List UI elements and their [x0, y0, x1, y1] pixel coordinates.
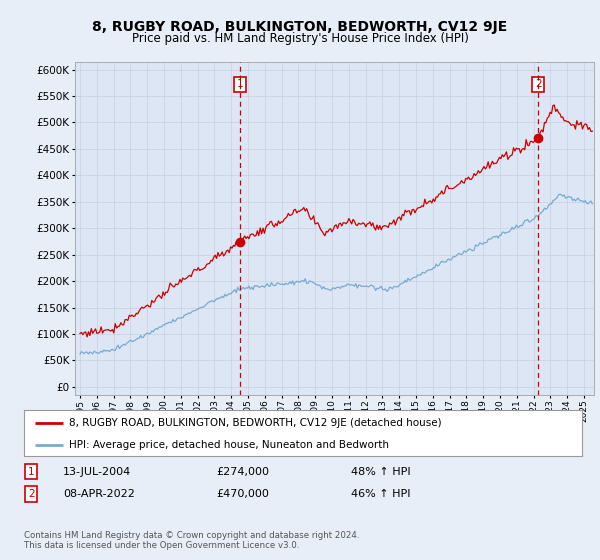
- Text: £274,000: £274,000: [216, 466, 269, 477]
- Text: 2: 2: [535, 80, 541, 90]
- Text: 2: 2: [28, 489, 35, 499]
- Text: 13-JUL-2004: 13-JUL-2004: [63, 466, 131, 477]
- Text: 1: 1: [237, 80, 244, 90]
- Text: 8, RUGBY ROAD, BULKINGTON, BEDWORTH, CV12 9JE (detached house): 8, RUGBY ROAD, BULKINGTON, BEDWORTH, CV1…: [68, 418, 441, 428]
- Text: 1: 1: [28, 466, 35, 477]
- Text: 46% ↑ HPI: 46% ↑ HPI: [351, 489, 410, 499]
- Text: £470,000: £470,000: [216, 489, 269, 499]
- Text: 8, RUGBY ROAD, BULKINGTON, BEDWORTH, CV12 9JE: 8, RUGBY ROAD, BULKINGTON, BEDWORTH, CV1…: [92, 20, 508, 34]
- Text: Contains HM Land Registry data © Crown copyright and database right 2024.
This d: Contains HM Land Registry data © Crown c…: [24, 531, 359, 550]
- Text: Price paid vs. HM Land Registry's House Price Index (HPI): Price paid vs. HM Land Registry's House …: [131, 32, 469, 45]
- Text: HPI: Average price, detached house, Nuneaton and Bedworth: HPI: Average price, detached house, Nune…: [68, 440, 389, 450]
- Text: 08-APR-2022: 08-APR-2022: [63, 489, 135, 499]
- Text: 48% ↑ HPI: 48% ↑ HPI: [351, 466, 410, 477]
